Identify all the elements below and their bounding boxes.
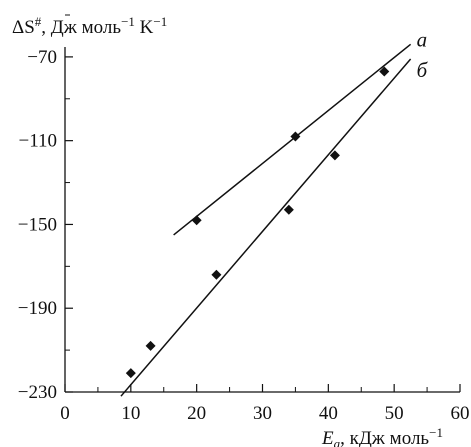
x-tick-label: 0 [60, 403, 70, 424]
x-axis-title: Ea, кДж моль−1 [321, 425, 443, 447]
data-point [191, 215, 202, 226]
y-tick-label: −230 [18, 382, 57, 403]
data-points [125, 66, 390, 379]
y-tick-label: −110 [18, 131, 57, 152]
series-label-a: a [417, 27, 428, 51]
y-axis-title: ΔS#, Дж моль−1 K−1 [12, 14, 167, 38]
data-point [290, 131, 301, 142]
x-tick-label: 60 [451, 403, 470, 424]
data-point [329, 150, 340, 161]
x-tick-label: 10 [121, 403, 140, 424]
axes [64, 47, 460, 393]
y-tick-label: −190 [18, 298, 57, 319]
data-point [125, 368, 136, 379]
y-tick-label: −70 [27, 47, 57, 68]
y-tick-label: −150 [18, 214, 57, 235]
data-point [379, 66, 390, 77]
ticks: 0 10 20 30 40 50 60 −70 −110 −150 −190 −230 [18, 14, 470, 424]
data-point [283, 204, 294, 215]
fit-line-a [173, 43, 412, 236]
x-tick-label: 50 [385, 403, 404, 424]
data-point [145, 340, 156, 351]
fit-line-б [120, 58, 412, 397]
data-point [211, 269, 222, 280]
fit-lines: aб [120, 27, 429, 397]
x-tick-label: 40 [319, 403, 338, 424]
x-tick-label: 30 [253, 403, 272, 424]
series-label-б: б [417, 58, 429, 82]
x-tick-label: 20 [187, 403, 206, 424]
